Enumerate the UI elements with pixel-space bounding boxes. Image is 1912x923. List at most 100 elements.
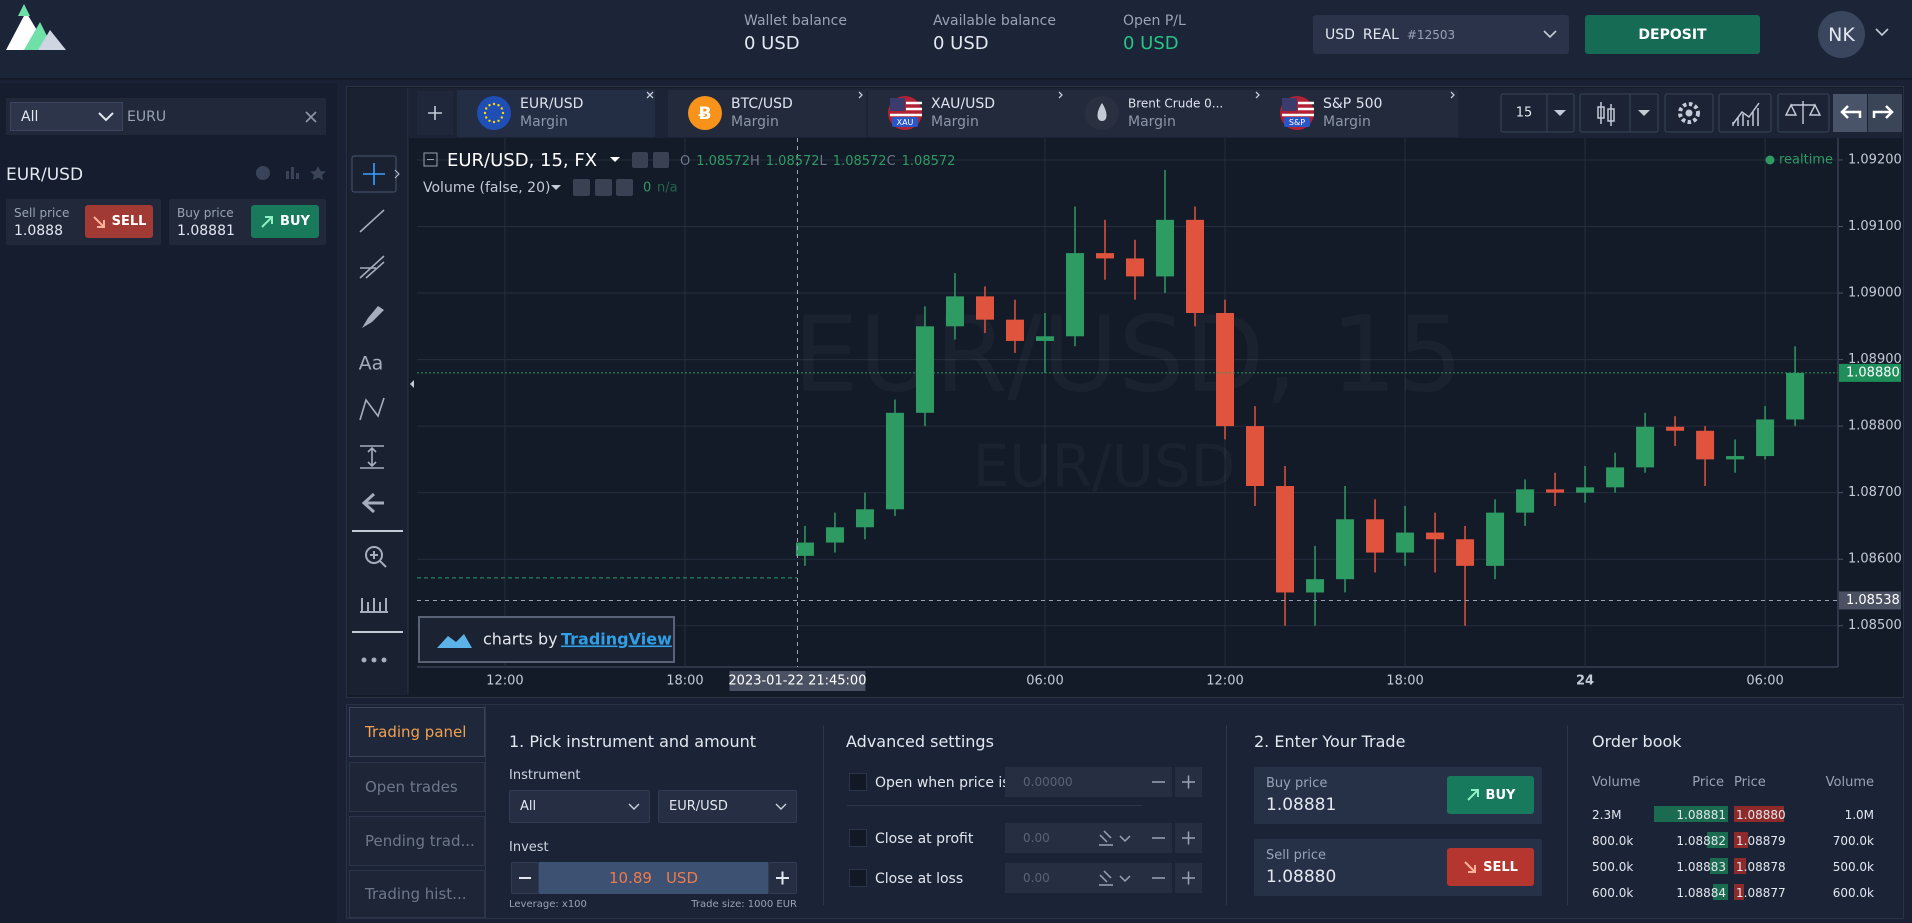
plus-icon — [776, 871, 789, 885]
info-icon[interactable] — [256, 166, 270, 180]
star-icon[interactable] — [310, 166, 326, 180]
account-id: #12503 — [1406, 27, 1456, 42]
sell-button[interactable]: SELL — [1447, 848, 1534, 886]
panel-tab-active[interactable]: Trading panel — [349, 707, 485, 757]
account-currency: USD — [1325, 26, 1355, 43]
logo-shape — [18, 4, 30, 16]
setting-controls — [1099, 767, 1202, 893]
buy-button-text: BUY — [280, 214, 310, 229]
chevron — [628, 803, 640, 810]
invest-currency: USD — [665, 869, 698, 887]
checkbox[interactable] — [849, 869, 867, 887]
chevron-line — [1875, 28, 1889, 37]
panel-tab[interactable]: Trading hist... — [349, 870, 485, 918]
buy-arrow — [1466, 789, 1479, 801]
sell-label: Sell price — [1266, 848, 1326, 863]
plus — [1182, 775, 1195, 789]
invest-amount: 10.89 — [608, 869, 652, 887]
sell-button[interactable]: SELL — [85, 205, 153, 238]
buy-button[interactable]: BUY — [1447, 776, 1534, 814]
order-book-header: Price — [1692, 775, 1724, 790]
deposit-button[interactable]: DEPOSIT — [1585, 15, 1760, 54]
chevron-line — [775, 803, 787, 810]
divider — [1567, 725, 1568, 905]
invest-input[interactable]: 10.89 USD — [539, 862, 768, 894]
row-separator — [847, 805, 1142, 806]
order-book-cell: 800.0k — [1592, 834, 1634, 848]
buy-price: 1.08881 — [1266, 795, 1337, 815]
chevron — [1543, 30, 1557, 39]
order-book-cell: 1.08877 — [1736, 886, 1786, 900]
filter-value: All — [21, 108, 39, 125]
field-label: Instrument — [509, 768, 581, 783]
line-tool-icon[interactable] — [1099, 830, 1113, 846]
bid-depth — [1707, 832, 1728, 848]
buy-arrow — [261, 215, 274, 228]
order-book-cell: 1.08881 — [1676, 808, 1726, 822]
order-book-cell: 1.08879 — [1736, 834, 1786, 848]
clear-icon — [305, 111, 317, 123]
instrument-icons — [256, 166, 326, 180]
balance-label: Open P/L — [1123, 13, 1186, 29]
balance-value: 0 USD — [1123, 33, 1179, 54]
order-book-cell: 1.08883 — [1676, 860, 1726, 874]
chevron — [98, 112, 114, 122]
watchlist-panel: All EURU EUR/USD Sell price 1.0888 SELL … — [0, 83, 337, 923]
line-tool-icon[interactable] — [1099, 870, 1113, 886]
invest-plus[interactable] — [768, 862, 797, 894]
section-title: Order book — [1592, 732, 1682, 751]
search-input[interactable]: EURU — [127, 109, 167, 125]
filter-select[interactable]: All — [10, 102, 123, 131]
instrument-name[interactable]: EUR/USD — [6, 165, 84, 185]
balance-label: Wallet balance — [744, 13, 847, 29]
buy-button[interactable]: BUY — [251, 205, 319, 238]
arrow — [1466, 789, 1479, 801]
avatar-chevron[interactable] — [1875, 27, 1889, 37]
trading-panel: Trading panel Open trades Pending trad..… — [346, 704, 1904, 919]
search-row: All EURU — [6, 98, 326, 135]
clear-search[interactable] — [305, 111, 317, 123]
setting-label: Close at profit — [875, 831, 974, 847]
buy-card: Buy price 1.08881 BUY — [169, 199, 326, 245]
plus — [776, 871, 789, 885]
sell-price: 1.08880 — [1266, 867, 1337, 887]
buy-panel: Buy price 1.08881 BUY — [1254, 767, 1542, 824]
group-select[interactable]: All — [509, 790, 650, 823]
checkbox[interactable] — [849, 829, 867, 847]
sell-button-text: SELL — [1483, 859, 1518, 875]
chart-container — [346, 86, 1904, 698]
order-book-cell: 1.08880 — [1736, 808, 1786, 822]
checkbox[interactable] — [849, 773, 867, 791]
chevron-line — [1543, 30, 1557, 39]
order-book-header: Volume — [1825, 775, 1874, 790]
buy-label: Buy price — [177, 206, 234, 220]
chart-icon — [291, 167, 294, 179]
instrument-select[interactable]: EUR/USD — [658, 790, 797, 823]
order-book-cell: 1.0M — [1844, 808, 1874, 822]
balance-value: 0 USD — [744, 33, 800, 54]
row-controls — [1099, 767, 1202, 893]
arrow — [1464, 861, 1477, 873]
order-book-header: Volume — [1592, 775, 1641, 790]
setting-input[interactable]: 0.00000 — [1005, 767, 1145, 797]
trade-size: Trade size: 1000 EUR — [691, 899, 797, 910]
panel-tab[interactable]: Open trades — [349, 762, 485, 812]
arrow — [261, 215, 274, 228]
setting-label: Open when price is — [875, 775, 1010, 791]
panel-tab[interactable]: Pending trad... — [349, 816, 485, 866]
logo — [6, 4, 66, 50]
invest-minus[interactable] — [511, 862, 539, 894]
avatar[interactable]: NK — [1818, 11, 1865, 58]
leverage: Leverage: x100 — [509, 899, 587, 910]
arrow — [92, 215, 105, 228]
chart-icon[interactable] — [286, 171, 289, 179]
group-value: All — [520, 799, 537, 814]
order-book-cell: 1.08878 — [1736, 860, 1786, 874]
chart-icon — [296, 173, 299, 179]
sell-price: 1.0888 — [14, 223, 63, 239]
account-select[interactable]: USD REAL #12503 — [1313, 15, 1569, 54]
setting-label: Close at loss — [875, 871, 964, 887]
section-title: Advanced settings — [846, 732, 994, 751]
